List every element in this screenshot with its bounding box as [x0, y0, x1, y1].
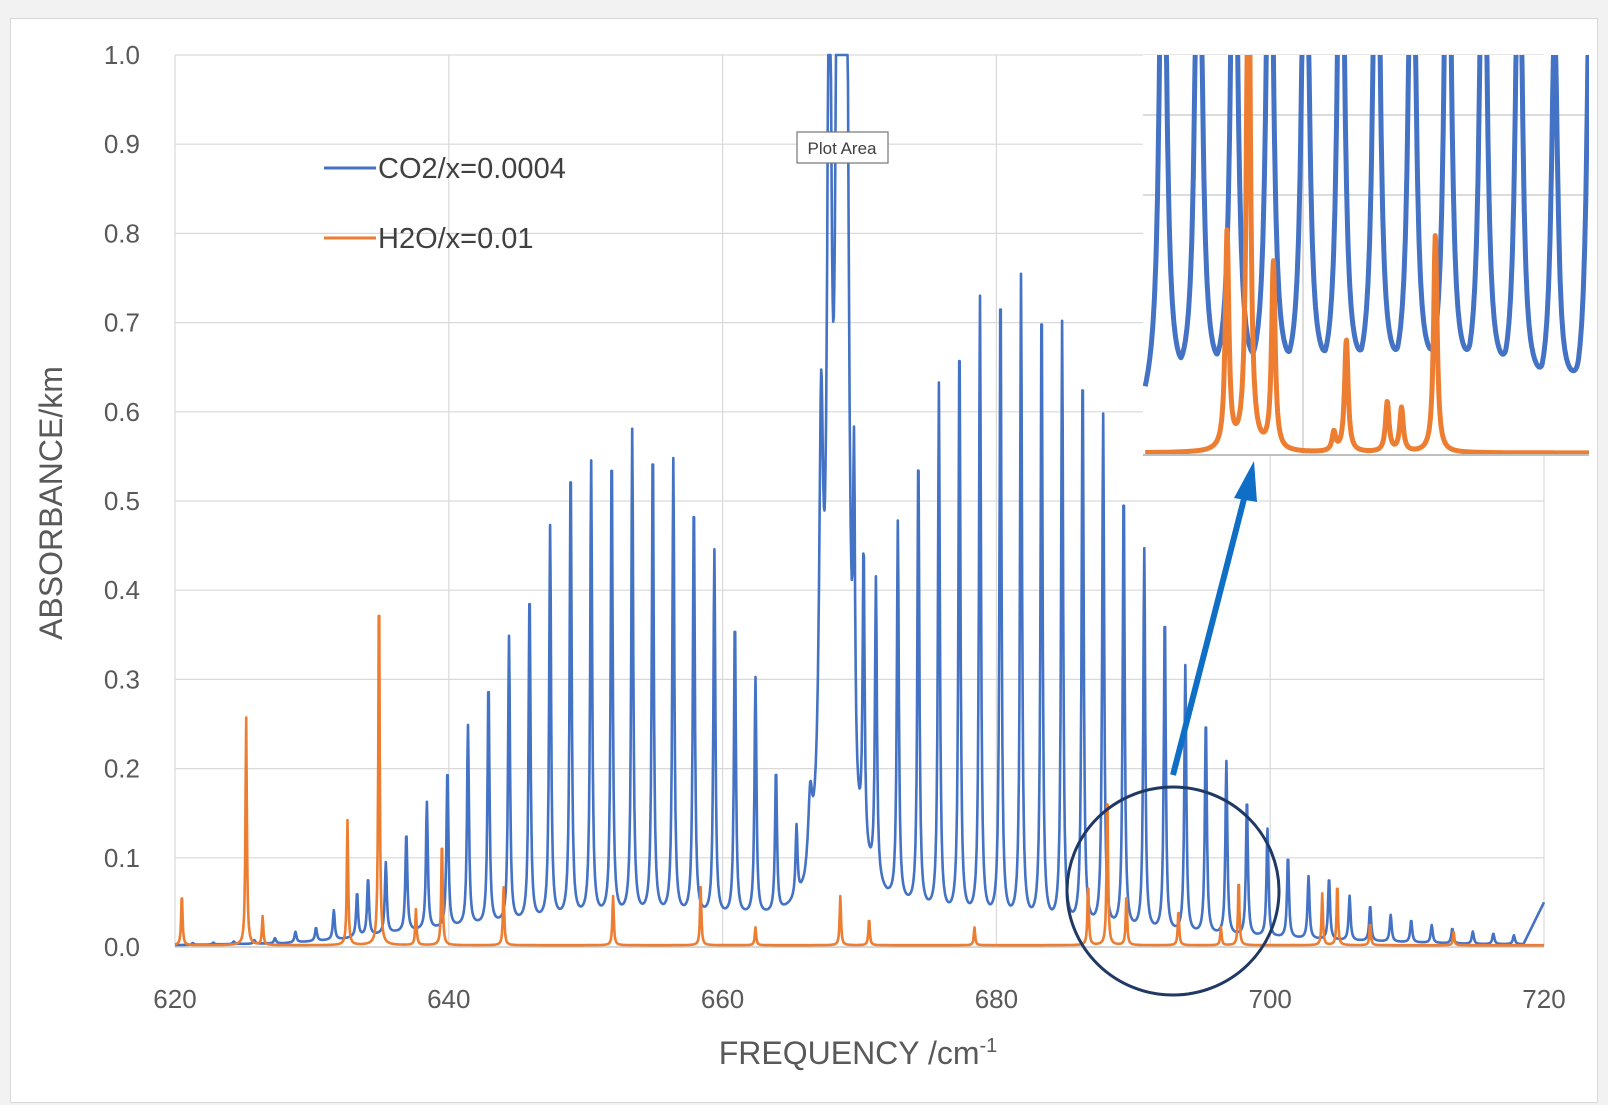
- y-axis-tick-labels: 0.0 0.1 0.2 0.3 0.4 0.5 0.6 0.7 0.8 0.9 1.0: [104, 40, 140, 962]
- x-axis-title-superscript: -1: [979, 1035, 997, 1057]
- series-group: [174, 53, 1546, 947]
- legend[interactable]: CO2/x=0.0004 H2O/x=0.01: [324, 153, 566, 255]
- inset-h2o-line: [1143, 55, 1589, 455]
- y-tick-label: 0.0: [104, 932, 140, 962]
- x-axis-title: FREQUENCY /cm-1: [719, 1035, 998, 1071]
- legend-label-co2: CO2/x=0.0004: [378, 153, 566, 185]
- annotations: Plot Area: [796, 131, 1281, 997]
- x-tick-label: 680: [975, 984, 1018, 1014]
- x-tick-label: 640: [427, 984, 470, 1014]
- y-tick-label: 0.7: [104, 308, 140, 338]
- zoom-arrow-head: [1234, 461, 1257, 502]
- y-axis-title: ABSORBANCE/km: [33, 366, 69, 640]
- x-tick-label: 720: [1522, 984, 1565, 1014]
- x-tick-label: 700: [1249, 984, 1292, 1014]
- y-tick-label: 0.3: [104, 664, 140, 694]
- legend-label-h2o: H2O/x=0.01: [378, 223, 534, 255]
- x-axis-tick-labels: 620 640 660 680 700 720: [153, 984, 1565, 1014]
- tooltip-label: Plot Area: [808, 139, 878, 158]
- zoom-inset: [1143, 55, 1589, 456]
- y-tick-label: 0.9: [104, 129, 140, 159]
- h2o-series-line: [174, 614, 1545, 947]
- x-tick-label: 660: [701, 984, 744, 1014]
- y-tick-label: 0.4: [104, 575, 140, 605]
- tooltip-box: [796, 131, 889, 164]
- x-tick-label: 620: [153, 984, 196, 1014]
- y-tick-label: 0.1: [104, 843, 140, 873]
- y-tick-label: 1.0: [104, 40, 140, 70]
- y-tick-label: 0.6: [104, 397, 140, 427]
- x-axis-title-text: FREQUENCY /cm: [719, 1035, 980, 1071]
- y-tick-label: 0.8: [104, 218, 140, 248]
- zoom-arrow-shaft: [1170, 494, 1248, 776]
- inset-content: [1143, 55, 1589, 455]
- zoom-circle: [1065, 785, 1281, 997]
- y-tick-label: 0.5: [104, 486, 140, 516]
- y-tick-label: 0.2: [104, 754, 140, 784]
- co2-series-line: [174, 53, 1546, 947]
